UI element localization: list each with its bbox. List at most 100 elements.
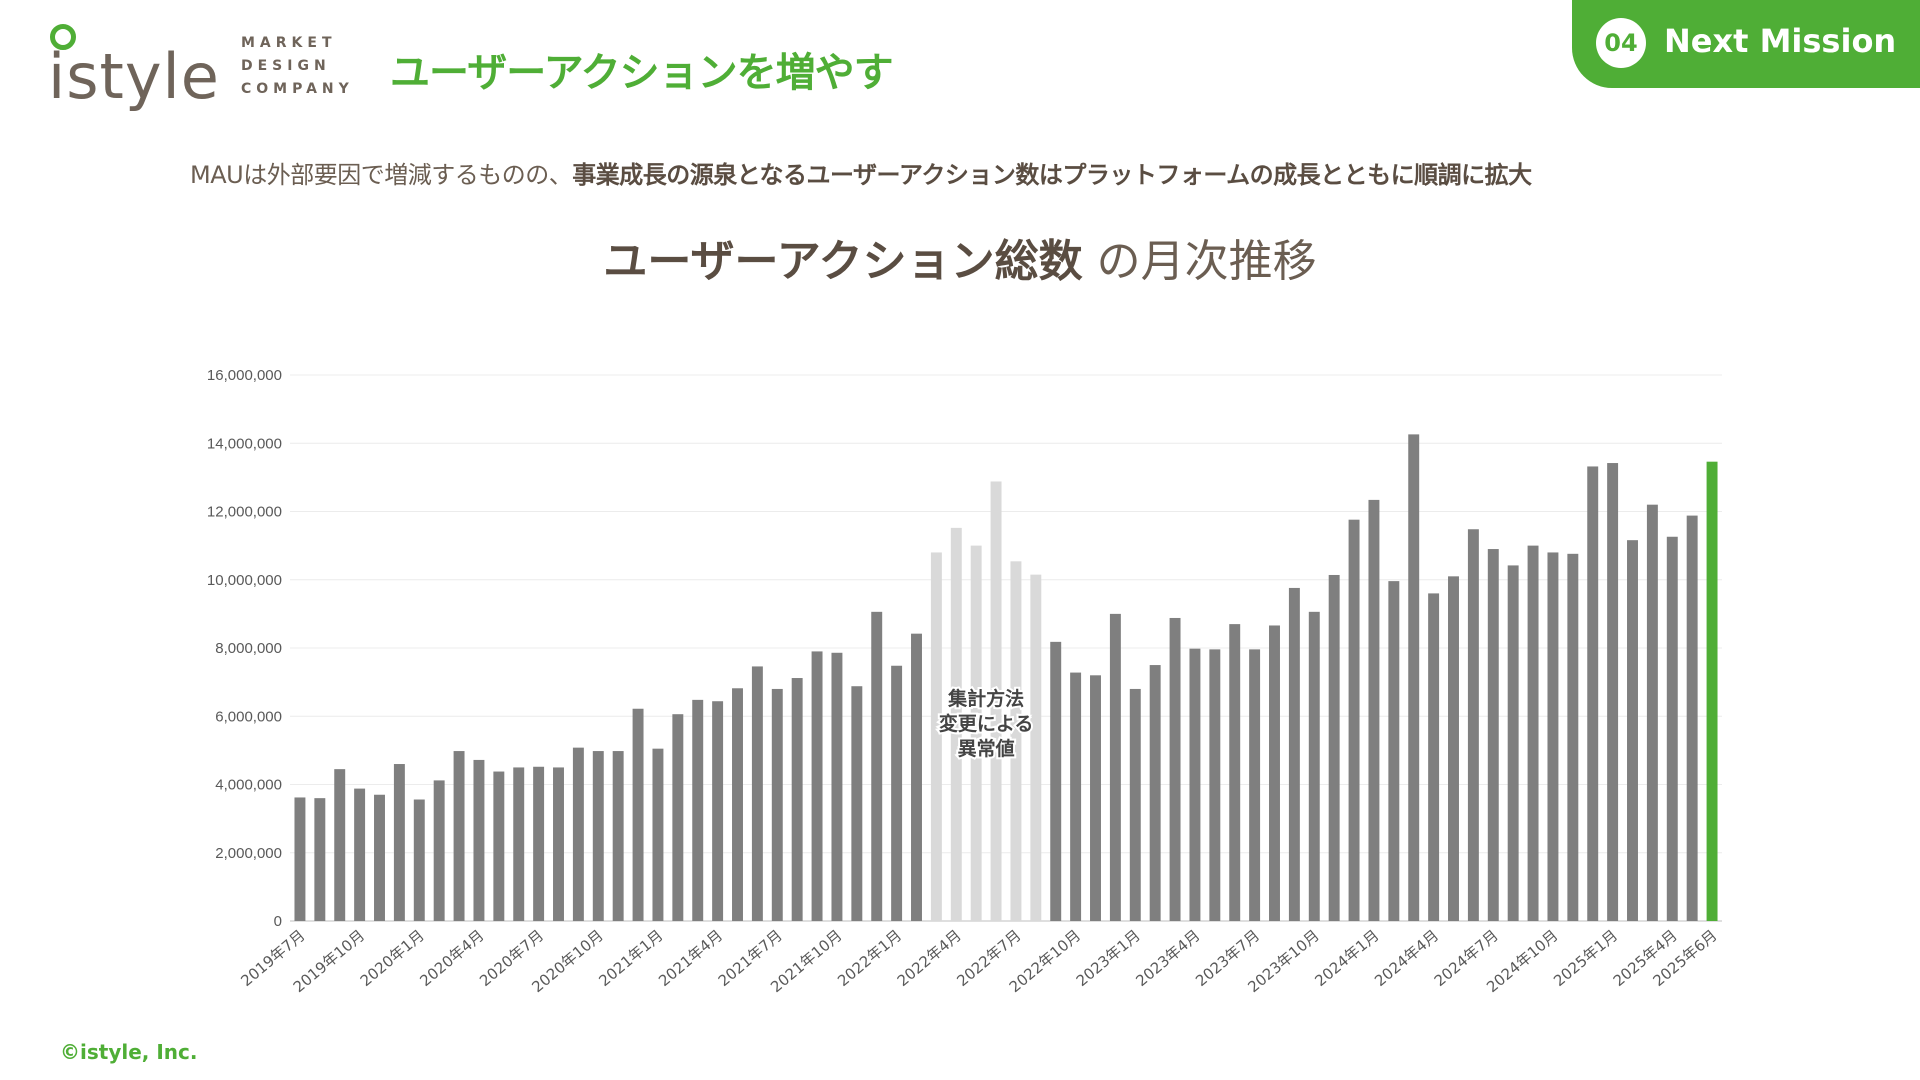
x-tick-label: 2022年4月 [894,926,965,990]
bar [1567,553,1579,921]
bar [1368,499,1380,921]
bar [1090,675,1101,921]
bar [533,766,545,921]
chart-heading: ユーザーアクション総数 の月次推移 [0,225,1920,289]
bar [1328,574,1340,921]
x-tick-label: 2024年1月 [1311,926,1382,990]
bar [1428,593,1440,921]
bar [632,708,644,921]
x-tick-label: 2020年1月 [357,926,428,990]
y-tick-label: 10,000,000 [207,572,282,589]
bar [692,699,704,921]
bar [1607,463,1619,921]
bar [612,751,624,921]
bar [1229,624,1241,921]
bar [652,748,664,921]
bar [1149,665,1161,921]
x-tick-label: 2020年4月 [416,926,487,990]
mission-label: Next Mission [1664,22,1897,60]
y-tick-label: 6,000,000 [215,708,282,725]
bar [891,665,903,921]
bar [1706,461,1718,921]
x-tick-label: 2022年1月 [834,926,905,990]
bar [811,651,823,921]
bar [1467,529,1479,921]
bar [572,747,584,921]
bar [990,481,1002,921]
bar [970,545,982,921]
bar [314,798,326,921]
bar [592,751,604,921]
bar [831,652,843,921]
mission-badge: 04 Next Mission [1572,0,1920,88]
bar [1169,617,1181,921]
bar [1587,466,1599,921]
bar [712,701,724,921]
bar [1686,515,1698,921]
bar [950,527,962,921]
x-tick-label: 2024年4月 [1371,926,1442,990]
bar [751,666,763,921]
x-tick-label: 2021年1月 [595,926,666,990]
bar [294,797,306,921]
bar [930,552,942,921]
lead-bold: 事業成長の源泉となるユーザーアクション数はプラットフォームの成長とともに順調に拡… [572,161,1532,189]
bar [732,688,743,921]
y-tick-label: 8,000,000 [215,640,282,657]
bar [493,771,505,921]
bar [1487,549,1499,921]
bar [1010,561,1022,921]
bar [1249,649,1261,921]
y-tick-label: 12,000,000 [207,504,282,521]
bar [871,611,883,921]
bar [334,769,346,921]
y-tick-label: 4,000,000 [215,777,282,794]
bar [1527,545,1539,921]
bar [911,633,922,921]
bar [1189,648,1201,921]
copyright: ©istyle, Inc. [60,1040,198,1064]
bar [1030,574,1042,921]
bar [672,714,684,921]
bar [1209,649,1221,921]
bar [1507,565,1519,921]
bar [1666,536,1678,921]
x-tick-label: 2025年1月 [1550,926,1621,990]
bar [851,686,863,921]
logo-sub-line: MARKET [241,35,337,51]
logo-sub-line: COMPANY [241,81,354,97]
bar [1646,504,1658,921]
bar [1448,576,1459,921]
bar [473,759,485,921]
logo-subtitle: MARKET DESIGN COMPANY [241,32,354,101]
bar [433,780,445,921]
y-tick-label: 14,000,000 [207,435,282,452]
bar [1348,519,1360,921]
bar [453,751,465,921]
bar [354,788,366,921]
bar [1627,540,1638,921]
bar [553,767,564,921]
bar [791,678,803,921]
y-tick-label: 0 [274,913,282,930]
bar [771,688,783,921]
x-tick-label: 2021年4月 [655,926,726,990]
x-tick-label: 2023年1月 [1073,926,1144,990]
logo-dot-icon [50,24,76,50]
bar [1308,611,1320,921]
bar [1109,613,1121,921]
y-tick-label: 16,000,000 [207,367,282,384]
chart-heading-normal: の月次推移 [1082,236,1317,287]
istyle-logo: istyle MARKET DESIGN COMPANY [48,24,349,114]
chart-heading-bold: ユーザーアクション総数 [603,236,1083,287]
bar [1388,581,1400,921]
lead-text: MAUは外部要因で増減するものの、事業成長の源泉となるユーザーアクション数はプラ… [190,155,1532,190]
anomaly-annotation: 変更による [939,712,1033,735]
slide-title: ユーザーアクションを増やす [390,50,894,96]
bar [513,767,525,921]
bar [393,764,405,921]
bar [1288,587,1300,921]
bar [1050,641,1062,921]
mission-number: 04 [1596,18,1646,68]
logo-sub-line: DESIGN [241,58,331,74]
